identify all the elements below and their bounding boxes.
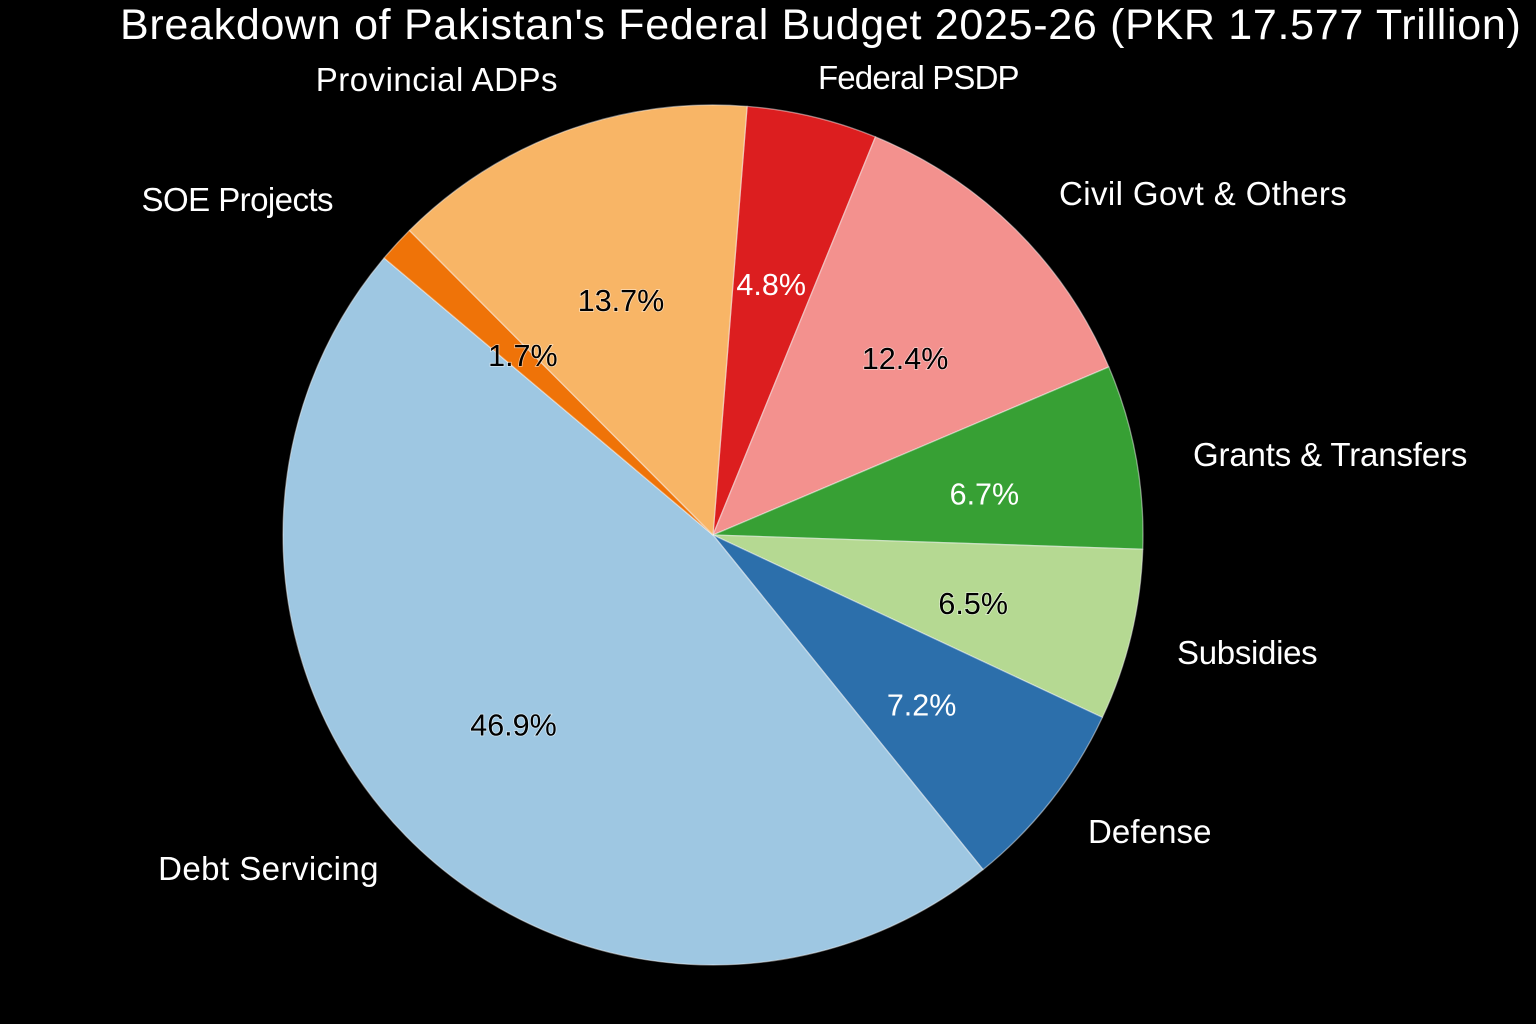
svg-text:13.7%: 13.7% — [578, 284, 664, 318]
svg-text:Breakdown of Pakistan's Federa: Breakdown of Pakistan's Federal Budget 2… — [120, 1, 1522, 49]
svg-text:Subsidies: Subsidies — [1177, 634, 1317, 671]
svg-text:Civil Govt & Others: Civil Govt & Others — [1059, 175, 1347, 212]
svg-text:Grants & Transfers: Grants & Transfers — [1193, 436, 1467, 473]
svg-text:Federal PSDP: Federal PSDP — [818, 59, 1019, 96]
svg-text:Provincial ADPs: Provincial ADPs — [316, 61, 558, 98]
svg-text:Debt Servicing: Debt Servicing — [158, 850, 379, 887]
svg-text:1.7%: 1.7% — [488, 339, 558, 373]
svg-text:4.8%: 4.8% — [736, 268, 806, 302]
svg-text:7.2%: 7.2% — [887, 689, 957, 723]
svg-text:SOE Projects: SOE Projects — [142, 181, 334, 218]
svg-text:6.5%: 6.5% — [938, 587, 1008, 621]
svg-text:6.7%: 6.7% — [950, 478, 1020, 512]
svg-text:46.9%: 46.9% — [470, 709, 556, 743]
svg-text:Defense: Defense — [1088, 813, 1212, 850]
svg-text:12.4%: 12.4% — [862, 342, 948, 376]
